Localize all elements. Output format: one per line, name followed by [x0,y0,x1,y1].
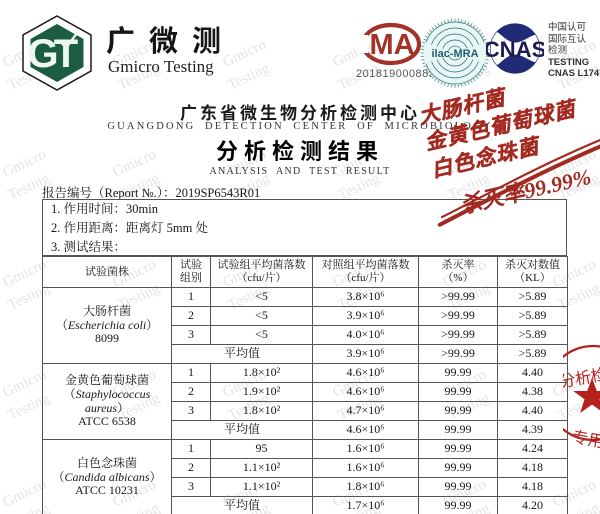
svg-text:ilac-MRA: ilac-MRA [431,48,478,60]
svg-text:MA: MA [369,29,414,61]
svg-text:CNAS: CNAS [486,37,544,62]
svg-text:T: T [54,32,78,76]
svg-text:专用章: 专用章 [571,428,600,454]
